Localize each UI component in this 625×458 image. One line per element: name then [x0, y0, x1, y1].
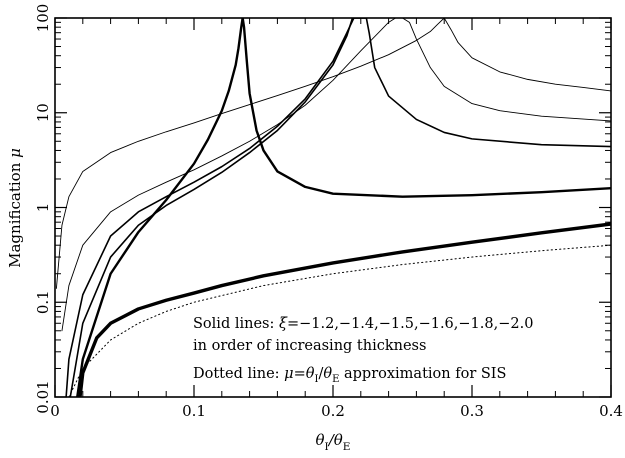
tick-labels: 0 0.1 0.2 0.3 0.4 0.01 0.1 1 10 100: [34, 4, 623, 420]
x-tick-label: 0.4: [599, 402, 623, 420]
series-line-xi-neg1_8: [76, 18, 611, 397]
y-tick-label: 1: [34, 203, 52, 213]
annotation-line-1: Solid lines: ξ=−1.2,−1.4,−1.5,−1.6,−1.8,…: [193, 316, 533, 332]
y-tick-label: 10: [34, 103, 52, 122]
annotation-block: Solid lines: ξ=−1.2,−1.4,−1.5,−1.6,−1.8,…: [193, 316, 533, 385]
y-tick-label: 100: [34, 4, 52, 33]
y-axis-title: Magnification μ: [6, 148, 24, 268]
x-axis-title: θI/θE: [316, 431, 351, 453]
series-group: [55, 18, 611, 397]
y-tick-label: 0.1: [34, 290, 52, 314]
series-line-xi-neg1_2: [55, 18, 611, 289]
x-tick-label: 0.2: [321, 402, 345, 420]
annotation-line-3: Dotted line: μ=θI/θE approximation for S…: [193, 366, 506, 385]
series-line-xi-neg1_5: [65, 18, 611, 397]
annotation-line-2: in order of increasing thickness: [193, 338, 426, 354]
series-line-xi-neg1_4: [61, 18, 611, 332]
axis-ticks: [54, 17, 612, 398]
plot-frame: [54, 17, 612, 398]
series-line-xi-neg1_6: [69, 18, 368, 397]
x-tick-label: 0: [50, 402, 60, 420]
y-tick-label: 0.01: [34, 380, 52, 413]
x-tick-label: 0.3: [460, 402, 484, 420]
series-line-xi-neg2: [78, 222, 611, 397]
x-tick-label: 0.1: [182, 402, 206, 420]
